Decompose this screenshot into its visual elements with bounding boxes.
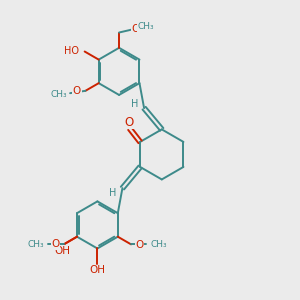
Text: O: O [136,240,144,250]
Text: CH₃: CH₃ [137,22,154,32]
Text: OH: OH [89,265,105,275]
Text: OH: OH [54,246,70,256]
Text: HO: HO [64,46,80,56]
Text: H: H [109,188,117,197]
Text: CH₃: CH₃ [150,240,167,249]
Text: O: O [124,116,134,129]
Text: O: O [51,239,59,249]
Text: O: O [131,24,140,34]
Text: CH₃: CH₃ [28,240,44,249]
Text: H: H [131,99,138,109]
Text: CH₃: CH₃ [51,90,67,99]
Text: O: O [73,86,81,96]
